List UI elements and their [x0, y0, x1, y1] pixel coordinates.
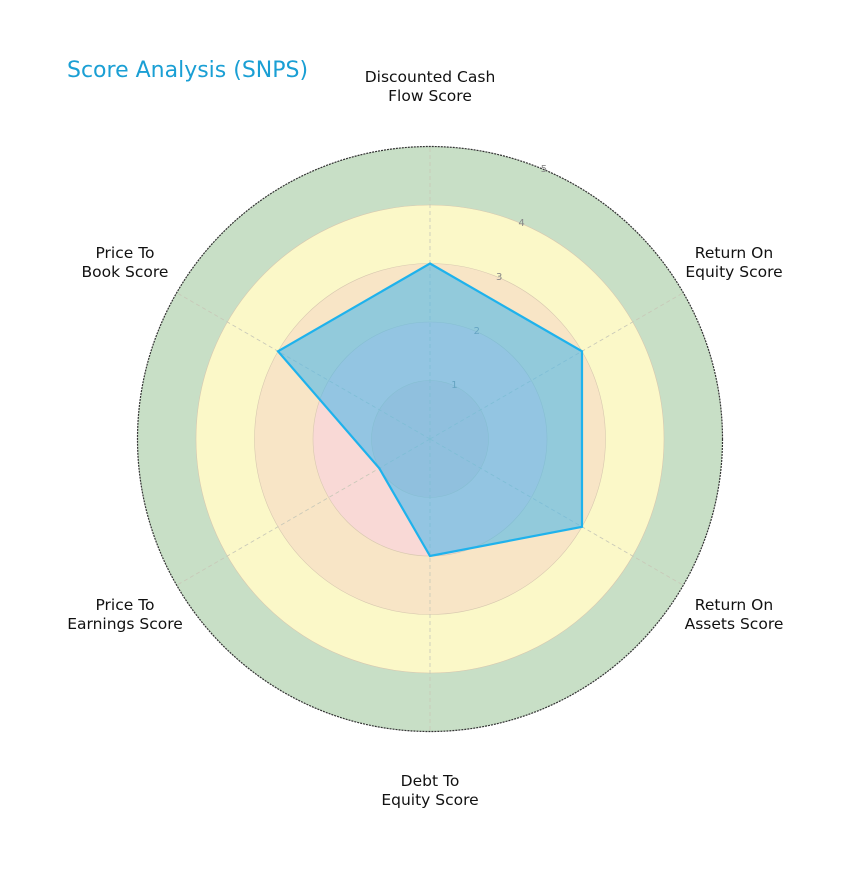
score-polygon [276, 262, 584, 558]
tick-label: 3 [496, 272, 502, 283]
tick-label: 4 [518, 218, 524, 229]
axis-label-pb: Price To Book Score [81, 244, 169, 281]
chart-title: Score Analysis (SNPS) [67, 58, 309, 83]
tick-label: 5 [541, 164, 547, 175]
axis-label-de: Debt To Equity Score [381, 772, 479, 809]
axis-label-roe: Return On Equity Score [685, 244, 783, 281]
axis-label-roa: Return On Assets Score [684, 596, 784, 633]
axis-label-pe: Price To Earnings Score [67, 596, 183, 633]
axis-label-dcf: Discounted Cash Flow Score [364, 68, 496, 105]
